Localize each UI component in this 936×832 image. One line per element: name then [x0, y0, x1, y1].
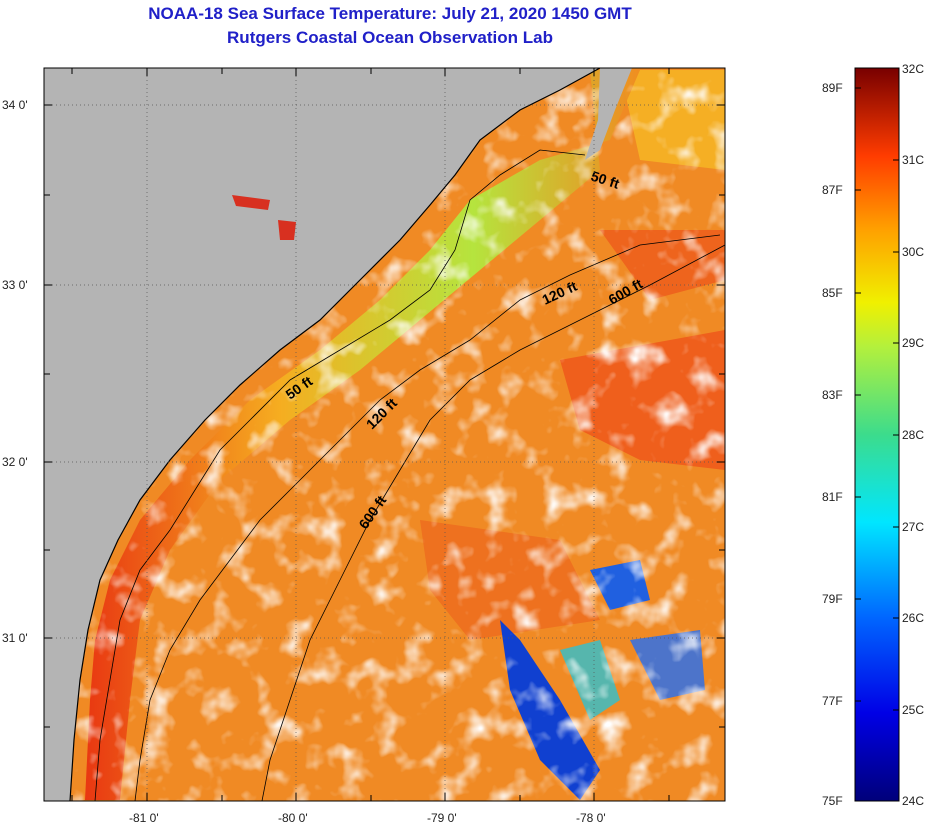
land-mass [44, 68, 600, 801]
colorbar-c-label: 27C [902, 520, 925, 534]
colorbar-f-label: 87F [822, 183, 843, 197]
map-area: 50 ft 120 ft 600 ft 50 ft 120 ft 600 ft [44, 68, 725, 801]
colorbar-c-label: 31C [902, 153, 925, 167]
colorbar [854, 67, 900, 802]
colorbar-f-label: 77F [822, 694, 843, 708]
colorbar-f-label: 83F [822, 388, 843, 402]
lat-label: 31 0' [2, 631, 28, 645]
lat-label: 32 0' [2, 455, 28, 469]
colorbar-ticks [855, 87, 899, 711]
lon-label: -81 0' [129, 811, 159, 825]
colorbar-c-label: 32C [902, 62, 925, 76]
axis-ticks [44, 68, 725, 801]
colorbar-c-label: 29C [902, 336, 925, 350]
colorbar-c-label: 28C [902, 428, 925, 442]
coastline [69, 68, 601, 801]
contour-600ft [261, 244, 725, 801]
lon-label: -78 0' [576, 811, 606, 825]
colorbar-c-label: 24C [902, 794, 925, 808]
inland-lake [278, 220, 296, 240]
colorbar-c-label: 25C [902, 703, 925, 717]
colorbar-f-label: 81F [822, 490, 843, 504]
contour-50ft [94, 149, 586, 801]
map-subtitle: Rutgers Coastal Ocean Observation Lab [227, 28, 553, 47]
colorbar-f-label: 79F [822, 592, 843, 606]
colorbar-c-label: 30C [902, 245, 925, 259]
graticule [44, 68, 725, 801]
contour-120ft [134, 234, 721, 801]
map-frame [43, 67, 726, 802]
colorbar-f-label: 89F [822, 81, 843, 95]
colorbar-f-label: 85F [822, 286, 843, 300]
lon-label: -79 0' [427, 811, 457, 825]
lat-label: 33 0' [2, 278, 28, 292]
map-title: NOAA-18 Sea Surface Temperature: July 21… [148, 4, 632, 23]
inland-lake [232, 195, 270, 210]
lon-label: -80 0' [278, 811, 308, 825]
lat-label: 34 0' [2, 98, 28, 112]
colorbar-f-label: 75F [822, 794, 843, 808]
colorbar-c-label: 26C [902, 611, 925, 625]
land-mass-ne [585, 68, 632, 160]
